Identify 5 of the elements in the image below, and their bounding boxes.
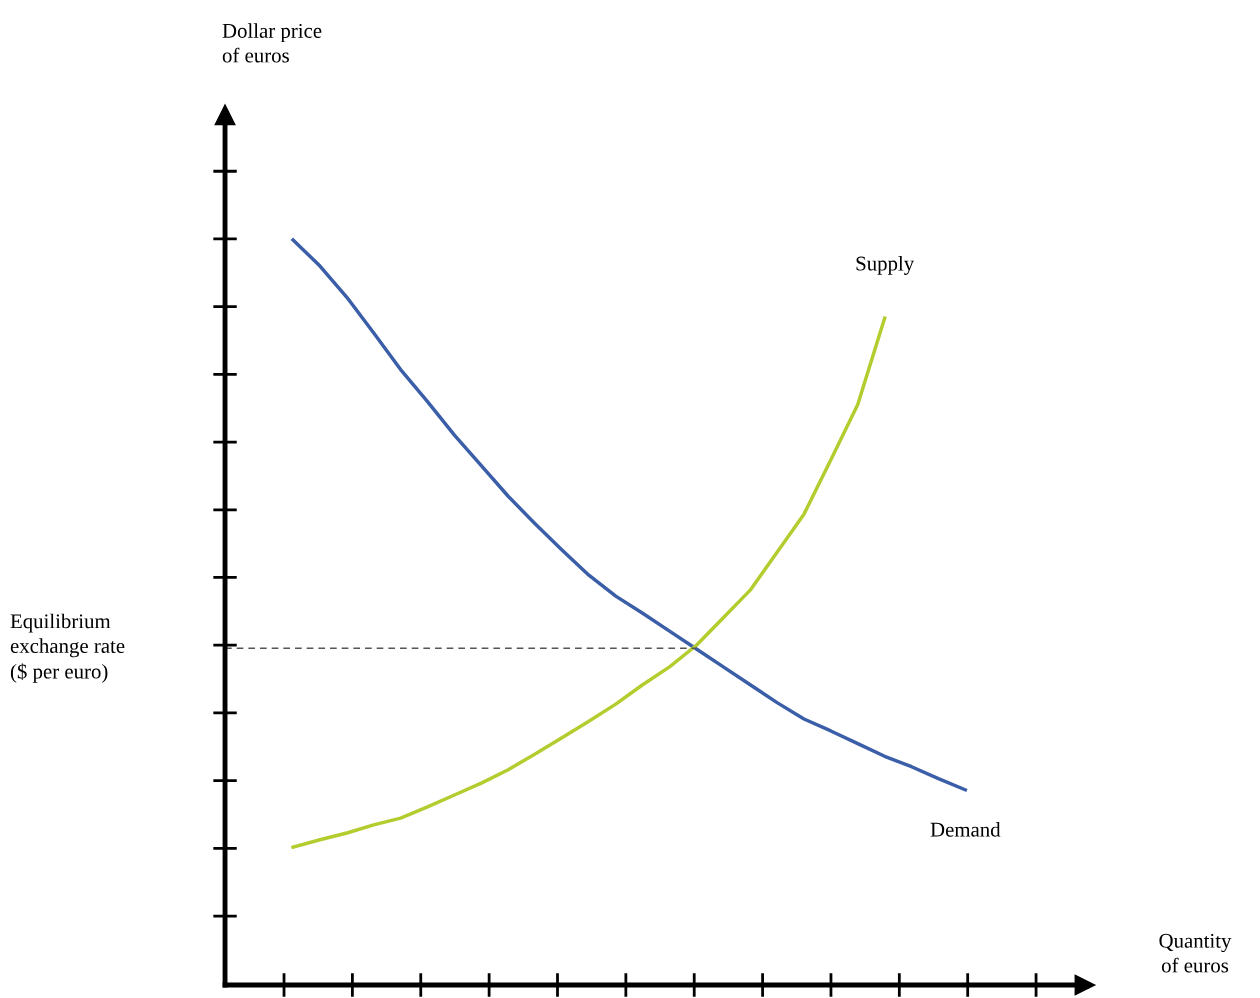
text: Quantity of euros — [1159, 933, 1232, 973]
series-label: Demand — [930, 822, 1001, 837]
text: Dollar price of euros — [222, 23, 322, 63]
text: Equilibrium exchange rate ($ per euro) — [10, 613, 125, 683]
text: Supply — [856, 255, 915, 275]
